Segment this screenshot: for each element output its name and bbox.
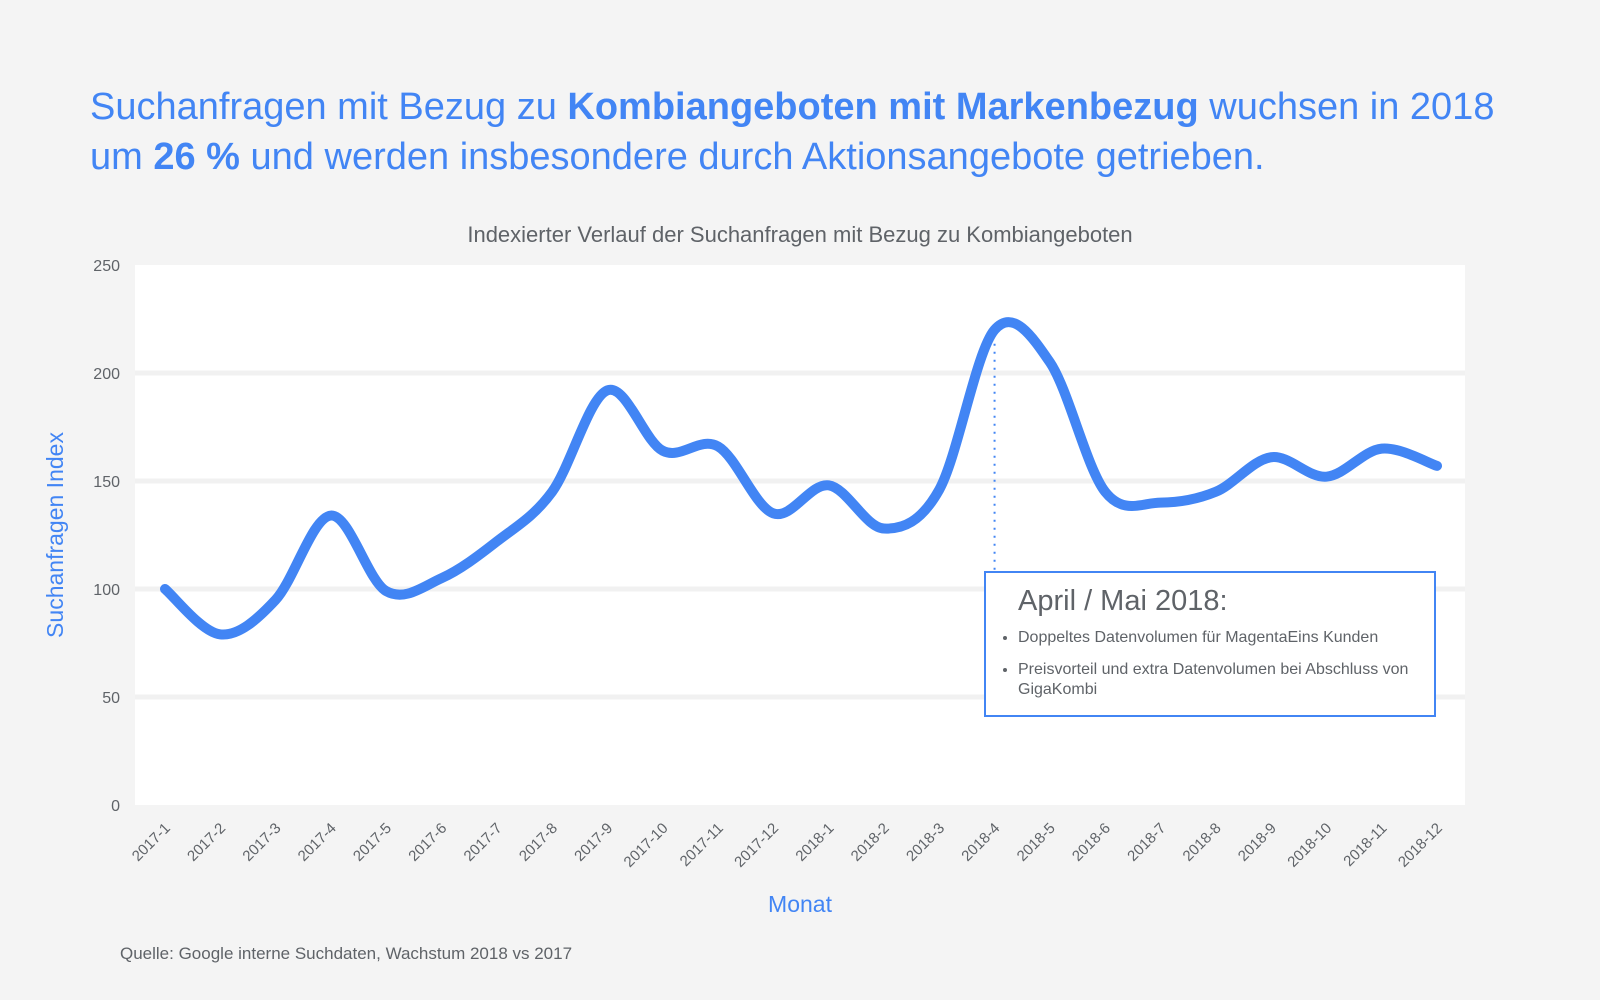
x-tick-label: 2018-6: [1069, 820, 1114, 865]
data-point: [828, 484, 830, 486]
x-tick-label: 2017-7: [461, 820, 506, 865]
data-point: [717, 445, 719, 447]
y-tick-label: 150: [93, 474, 120, 491]
headline-line1-bold: Kombiangeboten mit Markenbezug: [567, 86, 1199, 128]
x-tick-label: 2017-12: [731, 820, 782, 871]
data-point: [938, 489, 940, 491]
data-point: [1436, 465, 1438, 467]
data-point: [1215, 491, 1217, 493]
data-point: [330, 515, 332, 517]
annotation-list: Doppeltes Datenvolumen für MagentaEins K…: [1004, 628, 1412, 700]
x-tick-label: 2018-1: [792, 820, 837, 865]
plot-area: [135, 265, 1465, 805]
data-point: [1325, 476, 1327, 478]
x-tick-label: 2018-4: [958, 820, 1003, 865]
x-tick-label: 2018-8: [1180, 820, 1225, 865]
data-point: [496, 540, 498, 542]
x-tick-label: 2018-12: [1395, 820, 1446, 871]
annotation-bullet: Preisvorteil und extra Datenvolumen bei …: [1018, 660, 1412, 700]
y-tick-label: 250: [93, 258, 120, 275]
data-point: [883, 528, 885, 530]
y-axis-label: Suchanfragen Index: [42, 432, 68, 638]
annotation-bullet: Doppeltes Datenvolumen für MagentaEins K…: [1018, 628, 1412, 648]
x-tick-label: 2018-5: [1014, 820, 1059, 865]
x-tick-label: 2017-8: [516, 820, 561, 865]
x-tick-label: 2017-3: [239, 820, 284, 865]
x-tick-label: 2017-6: [405, 820, 450, 865]
x-tick-label: 2018-3: [903, 820, 948, 865]
x-tick-label: 2017-1: [129, 820, 174, 865]
annotation-box: April / Mai 2018: Doppeltes Datenvolumen…: [984, 571, 1436, 717]
x-tick-label: 2017-9: [571, 820, 616, 865]
headline-line2-pre: um: [90, 136, 154, 178]
data-point: [164, 588, 166, 590]
data-point: [1381, 448, 1383, 450]
data-point: [1049, 361, 1051, 363]
x-tick-label: 2018-10: [1284, 820, 1335, 871]
x-tick-label: 2018-9: [1235, 820, 1280, 865]
x-axis-ticks: 2017-1 2017-2 2017-3 2017-4 2017-5 2017-6 2017…: [129, 820, 1446, 871]
y-axis-ticks: 0 50 100 150 200 250: [93, 258, 120, 815]
data-point: [219, 633, 221, 635]
chart-title: Indexierter Verlauf der Suchanfragen mit…: [467, 222, 1132, 247]
headline: Suchanfragen mit Bezug zu Kombiangeboten…: [90, 82, 1550, 182]
headline-line2-bold: 26 %: [153, 136, 240, 178]
data-point: [606, 389, 608, 391]
headline-line2-post: und werden insbesondere durch Aktionsang…: [239, 136, 1265, 178]
data-point: [551, 491, 553, 493]
series-line: [160, 317, 1442, 640]
y-tick-label: 0: [111, 798, 120, 815]
x-axis-label: Monat: [768, 891, 833, 917]
x-tick-label: 2017-10: [621, 820, 672, 871]
data-point: [994, 329, 996, 331]
source-note: Quelle: Google interne Suchdaten, Wachst…: [120, 944, 573, 963]
y-tick-label: 100: [93, 582, 120, 599]
data-point: [275, 599, 277, 601]
data-points: [164, 329, 1438, 635]
x-tick-label: 2018-7: [1124, 820, 1169, 865]
data-point: [1270, 456, 1272, 458]
headline-line1-pre: Suchanfragen mit Bezug zu: [90, 86, 568, 128]
annotation-title: April / Mai 2018:: [1018, 585, 1228, 617]
data-point: [441, 577, 443, 579]
x-tick-label: 2017-11: [677, 820, 727, 870]
data-point: [1159, 502, 1161, 504]
x-tick-label: 2017-5: [350, 820, 395, 865]
x-tick-label: 2017-2: [184, 820, 229, 865]
data-point: [772, 512, 774, 514]
x-tick-label: 2018-2: [848, 820, 893, 865]
data-point: [1104, 491, 1106, 493]
headline-line1-post: wuchsen in 2018: [1198, 86, 1495, 128]
y-tick-label: 50: [102, 690, 120, 707]
data-point: [662, 450, 664, 452]
x-tick-label: 2017-4: [295, 820, 340, 865]
x-tick-label: 2018-11: [1340, 820, 1390, 870]
data-point: [385, 590, 387, 592]
y-tick-label: 200: [93, 366, 120, 383]
